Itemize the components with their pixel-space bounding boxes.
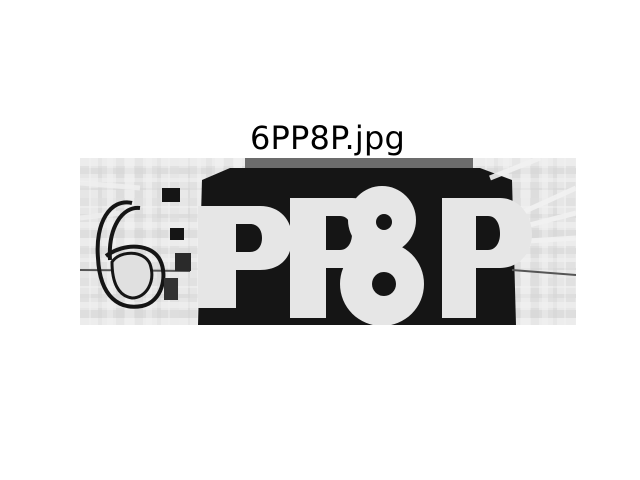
captcha-image (80, 158, 576, 325)
image-title: 6PP8P.jpg (249, 119, 406, 157)
